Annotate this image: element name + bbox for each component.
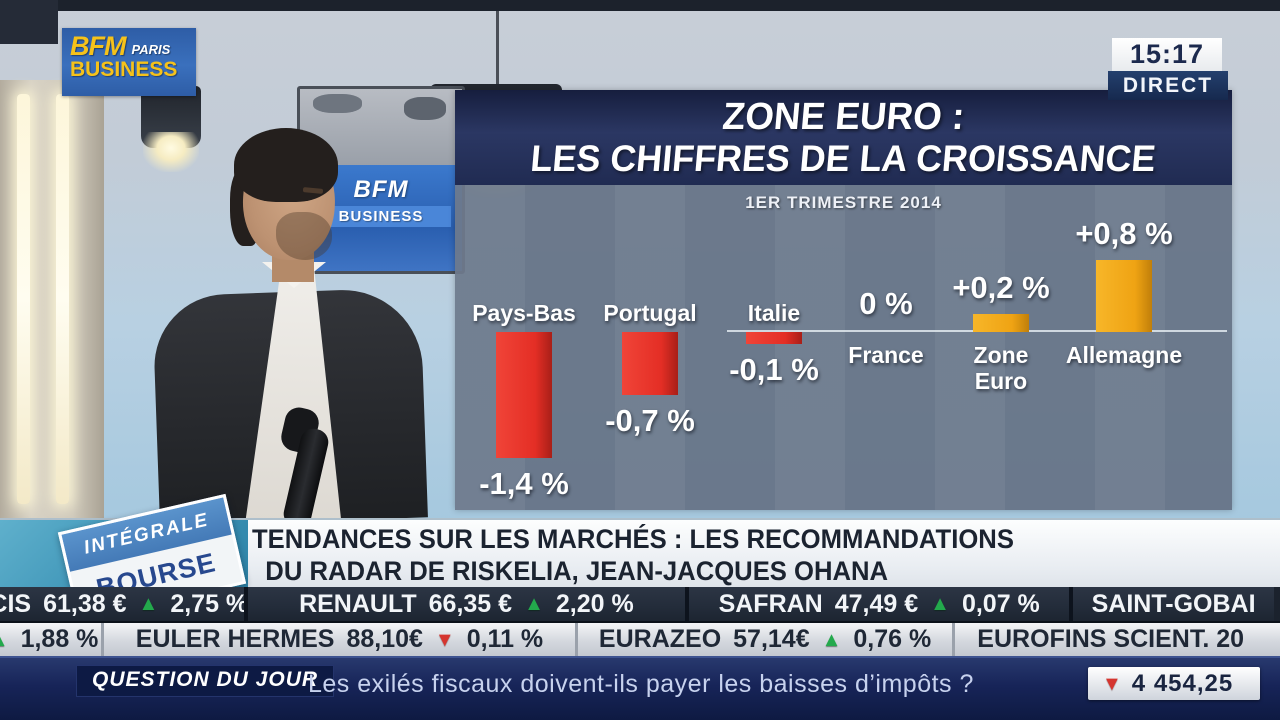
category-label: Pays-Bas <box>472 300 576 326</box>
light-strip <box>56 94 69 504</box>
ticker-segment-renault: RENAULT 66,35 € ▲ 2,20 % <box>243 587 686 621</box>
index-down-icon: ▼ <box>1102 672 1122 695</box>
question-du-jour-label: QUESTION DU JOUR <box>76 665 335 697</box>
stock-ticker-row-1: CIS 61,38 € ▲ 2,75 % RENAULT 66,35 € ▲ 2,20 % SA… <box>0 587 1280 621</box>
ticker-name: RENAULT <box>299 589 417 618</box>
up-triangle-icon: ▲ <box>0 630 9 650</box>
stock-ticker-row-2: ▲ 1,88 % EULER HERMES 88,10€ ▼ 0,11 % EURAZEO 5… <box>0 621 1280 656</box>
studio-screen-logo: BFM BUSINESS <box>300 176 462 228</box>
category-label: Allemagne <box>1065 342 1183 368</box>
ticker-change: 2,75 % <box>170 589 244 618</box>
up-triangle-icon: ▲ <box>138 593 159 615</box>
chart-column-zone-euro: Zone Euro +0,2 % <box>939 185 1063 510</box>
ticker-segment-saint-gobai: SAINT-GOBAI <box>1069 587 1274 621</box>
value-label: -0,1 % <box>729 352 819 387</box>
light-strip <box>17 94 30 504</box>
down-triangle-icon: ▼ <box>434 628 455 651</box>
ticker-change: 2,20 % <box>555 589 634 618</box>
studio-screen-logo-bfm: BFM <box>353 176 409 204</box>
lamp-cord <box>496 8 499 88</box>
ticker-name: CIS <box>0 589 32 618</box>
up-triangle-icon: ▲ <box>930 593 950 615</box>
studio-screen-image <box>300 89 462 166</box>
index-value: 4 454,25 <box>1131 669 1234 697</box>
question-of-the-day-bar: QUESTION DU JOUR Les exilés fiscaux doiv… <box>0 656 1280 720</box>
chart-title: ZONE EURO : LES CHIFFRES DE LA CROISSANC… <box>455 90 1232 185</box>
ticker-change: 0,11 % <box>466 625 544 653</box>
ticker-change: 0,76 % <box>853 625 932 653</box>
index-quote-box: ▼ 4 454,25 <box>1088 667 1260 700</box>
value-label: 0 % <box>859 286 913 321</box>
ticker-segment-safran: SAFRAN 47,49 € ▲ 0,07 % <box>685 587 1070 621</box>
ticker-segment-eurazeo: EURAZEO 57,14€ ▲ 0,76 % <box>574 623 953 656</box>
chart-subtitle: 1ER TRIMESTRE 2014 <box>745 193 942 212</box>
value-label: +0,2 % <box>952 270 1050 305</box>
chart-column-france: France 0 % <box>824 185 948 510</box>
bar-pays-bas <box>496 332 552 458</box>
ticker-price: 57,14€ <box>733 625 810 653</box>
chart-column-italie: Italie -0,1 % <box>712 185 836 510</box>
bar-italie <box>746 332 802 344</box>
value-label: -1,4 % <box>479 466 569 501</box>
chart-panel: ZONE EURO : LES CHIFFRES DE LA CROISSANC… <box>455 90 1232 510</box>
bar-zone-euro <box>973 314 1029 332</box>
value-label: +0,8 % <box>1075 216 1173 251</box>
bar-chart: 1ER TRIMESTRE 2014 Pays-Bas -1,4 % Portuga… <box>455 185 1232 510</box>
top-left-dark-corner <box>0 0 58 44</box>
up-triangle-icon: ▲ <box>821 628 842 651</box>
ticker-name: EULER HERMES <box>135 625 335 653</box>
chart-title-line2: LES CHIFFRES DE LA CROISSANCE <box>529 137 1158 179</box>
chart-column-portugal: Portugal -0,7 % <box>588 185 712 510</box>
logo-business-text: BUSINESS <box>70 58 178 81</box>
lamp-glow <box>143 132 199 172</box>
ticker-change: 1,88 % <box>20 625 99 653</box>
logo-paris-text: PARIS <box>131 42 171 57</box>
ticker-name: SAINT-GOBAI <box>1091 589 1256 618</box>
bar-allemagne <box>1096 260 1152 332</box>
bfm-business-logo: BFM PARIS BUSINESS <box>62 28 196 96</box>
up-triangle-icon: ▲ <box>524 593 544 615</box>
ticker-name: SAFRAN <box>718 589 823 618</box>
ticker-price: 88,10€ <box>346 625 423 653</box>
category-label: Zone Euro <box>973 342 1029 394</box>
banner-line2: DU RADAR DE RISKELIA, JEAN-JACQUES OHANA <box>265 556 889 586</box>
category-label: Italie <box>747 300 801 326</box>
category-label: France <box>848 342 924 368</box>
chart-column-pays-bas: Pays-Bas -1,4 % <box>462 185 586 510</box>
category-label: Portugal <box>603 300 697 326</box>
ticker-segment-cis: CIS 61,38 € ▲ 2,75 % <box>0 587 244 621</box>
bar-portugal <box>622 332 678 395</box>
banner-line1: TENDANCES SUR LES MARCHÉS : LES RECOMMAN… <box>252 524 1014 554</box>
top-dark-strip <box>0 0 1280 11</box>
value-label: -0,7 % <box>605 403 695 438</box>
ticker-segment-eurofins-scient-20: EUROFINS SCIENT. 20 <box>952 623 1266 656</box>
ticker-price: 61,38 € <box>43 589 127 618</box>
clock: 15:17 <box>1112 38 1222 71</box>
question-text: Les exilés fiscaux doivent-ils payer les… <box>308 670 974 698</box>
ticker-name: EURAZEO <box>598 625 722 653</box>
chart-column-allemagne: Allemagne +0,8 % <box>1062 185 1186 510</box>
studio-screen-logo-business: BUSINESS <box>311 206 451 228</box>
guest-beard <box>276 212 332 260</box>
ticker-change: 0,07 % <box>961 589 1040 618</box>
ticker-price: 47,49 € <box>834 589 919 618</box>
ticker-name: EUROFINS SCIENT. 20 <box>977 625 1245 653</box>
chart-title-line1: ZONE EURO : <box>720 95 967 138</box>
studio-light-column <box>0 80 104 520</box>
logo-bfm-text: BFM <box>70 31 126 61</box>
live-badge: DIRECT <box>1108 71 1228 100</box>
ticker-segment-euler-hermes: EULER HERMES 88,10€ ▼ 0,11 % <box>101 623 575 656</box>
ticker-price: 66,35 € <box>428 589 513 618</box>
ticker-segment: ▲ 1,88 % <box>0 623 101 656</box>
